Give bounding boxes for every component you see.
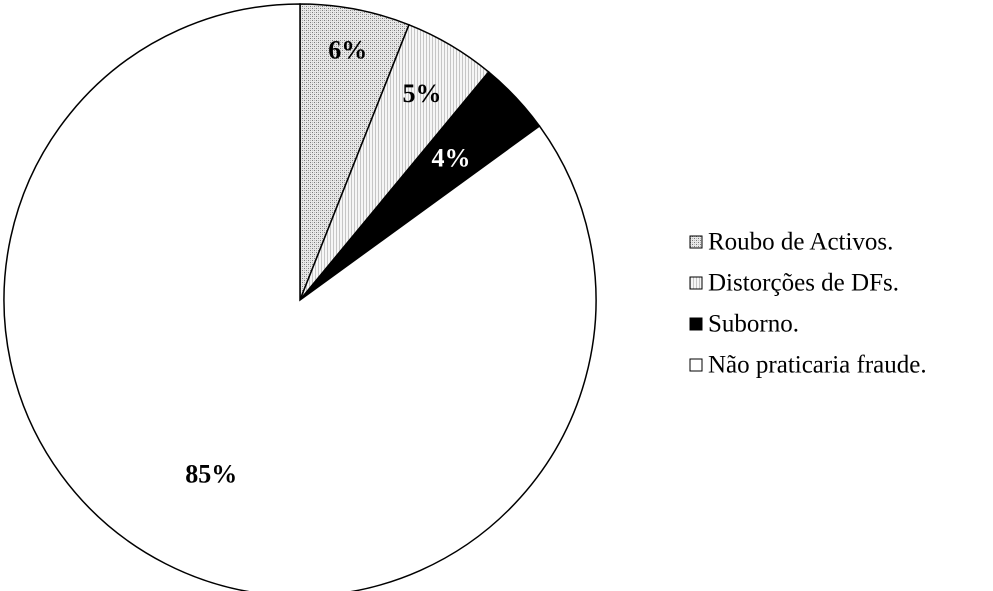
data-label-nao-praticaria-fraude: 85% — [185, 460, 237, 489]
legend-swatch — [689, 358, 703, 372]
legend-item-roubo-de-activos: Roubo de Activos. — [689, 229, 893, 256]
legend-label: Não praticaria fraude. — [708, 352, 927, 379]
pie-data-labels: 6% 5% 4% 85% — [185, 35, 470, 488]
data-label-roubo-de-activos: 6% — [328, 35, 367, 64]
legend-swatch — [689, 317, 703, 331]
legend: Roubo de Activos. Distorções de DFs. Subor… — [689, 229, 927, 379]
data-label-suborno: 4% — [432, 144, 471, 173]
pie-slice-nao-praticaria-fraude — [3, 3, 597, 591]
legend-label: Roubo de Activos. — [708, 229, 893, 256]
legend-swatch — [689, 276, 703, 290]
legend-item-distorcoes-de-dfs: Distorções de DFs. — [689, 270, 899, 297]
legend-item-nao-praticaria-fraude: Não praticaria fraude. — [689, 352, 927, 379]
pie-slices — [3, 3, 597, 591]
data-label-distorcoes-de-dfs: 5% — [403, 79, 442, 108]
legend-label: Suborno. — [708, 311, 799, 338]
legend-swatch — [689, 235, 703, 249]
legend-label: Distorções de DFs. — [708, 270, 899, 297]
legend-item-suborno: Suborno. — [689, 311, 799, 338]
